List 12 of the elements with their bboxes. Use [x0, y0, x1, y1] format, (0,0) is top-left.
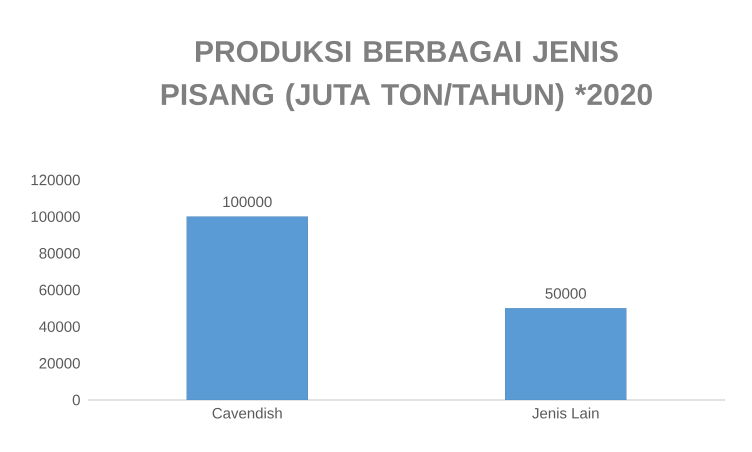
- x-tick-label: Cavendish: [212, 408, 282, 419]
- y-tick-label: 20000: [40, 358, 80, 369]
- y-tick-label: 80000: [39, 248, 80, 259]
- y-tick-label: 60000: [40, 284, 80, 296]
- chart-title: PRODUKSI BERBAGAI JENIS PISANG (JUTA TON/TAHUN) *2020: [162, 40, 652, 112]
- x-tick-label: Jenis Lain: [532, 408, 599, 419]
- y-tick-label: 120000: [32, 174, 80, 186]
- data-label: 50000: [545, 288, 586, 299]
- y-tick-label: 100000: [32, 211, 80, 222]
- y-tick-label: 0: [72, 394, 80, 406]
- y-tick-label: 40000: [39, 321, 80, 332]
- data-label: 100000: [223, 196, 272, 208]
